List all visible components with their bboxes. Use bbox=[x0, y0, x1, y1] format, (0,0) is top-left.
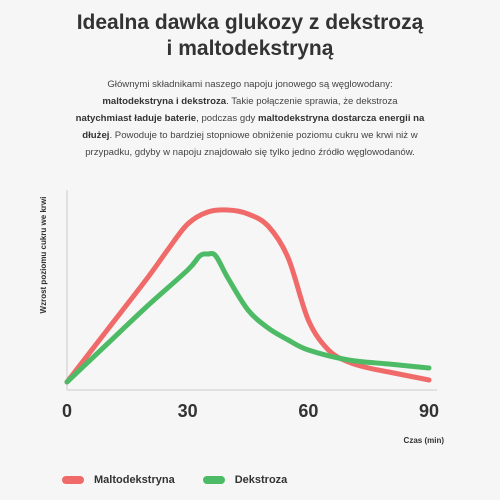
description-text-3: , podczas gdy bbox=[196, 113, 258, 124]
title-line-1: Idealna dawka glukozy z dekstrozą bbox=[76, 11, 424, 34]
description-text-2: . Takie połączenie sprawia, że dekstroza bbox=[226, 96, 398, 107]
description-bold-3: maltodekstryna dostarcza energii na dłuż… bbox=[82, 113, 425, 141]
title-line-2: i maltodekstryną bbox=[166, 37, 334, 60]
x-tick-label: 90 bbox=[419, 401, 439, 421]
description-bold-1: maltodekstryna i dekstroza bbox=[102, 96, 227, 107]
description-text-4: . Powoduje to bardziej stopniowe obniżen… bbox=[85, 130, 418, 158]
chart-legend: Maltodekstryna Dekstroza bbox=[62, 470, 315, 490]
x-tick-label: 60 bbox=[298, 401, 318, 421]
description: Głównymi składnikami naszego napoju jono… bbox=[62, 76, 438, 161]
legend-swatch-maltodekstryna bbox=[62, 476, 84, 484]
series-line-dekstroza bbox=[64, 251, 432, 385]
legend-swatch-dekstroza bbox=[202, 476, 225, 484]
chart-axes bbox=[66, 190, 437, 391]
description-bold-2: natychmiast ładuje baterie bbox=[75, 113, 197, 124]
page-title: Idealna dawka glukozy z dekstrozą i malt… bbox=[0, 10, 500, 62]
x-axis-label: Czas (min) bbox=[404, 436, 445, 445]
chart-ticks: 0 30 60 90 bbox=[62, 401, 439, 421]
y-axis-label: Wzrost poziomu cukru we krwi bbox=[39, 197, 48, 314]
x-tick-label: 30 bbox=[178, 401, 198, 421]
chart-series bbox=[64, 207, 432, 385]
legend-item-dekstroza: Dekstroza bbox=[202, 474, 288, 486]
legend-label-maltodekstryna: Maltodekstryna bbox=[94, 474, 175, 486]
legend-item-maltodekstryna: Maltodekstryna bbox=[62, 474, 175, 486]
x-tick-label: 0 bbox=[62, 401, 72, 421]
description-text-1: Głównymi składnikami naszego napoju jono… bbox=[107, 79, 393, 90]
series-line-maltodekstryna bbox=[64, 207, 432, 385]
legend-label-dekstroza: Dekstroza bbox=[234, 474, 288, 486]
